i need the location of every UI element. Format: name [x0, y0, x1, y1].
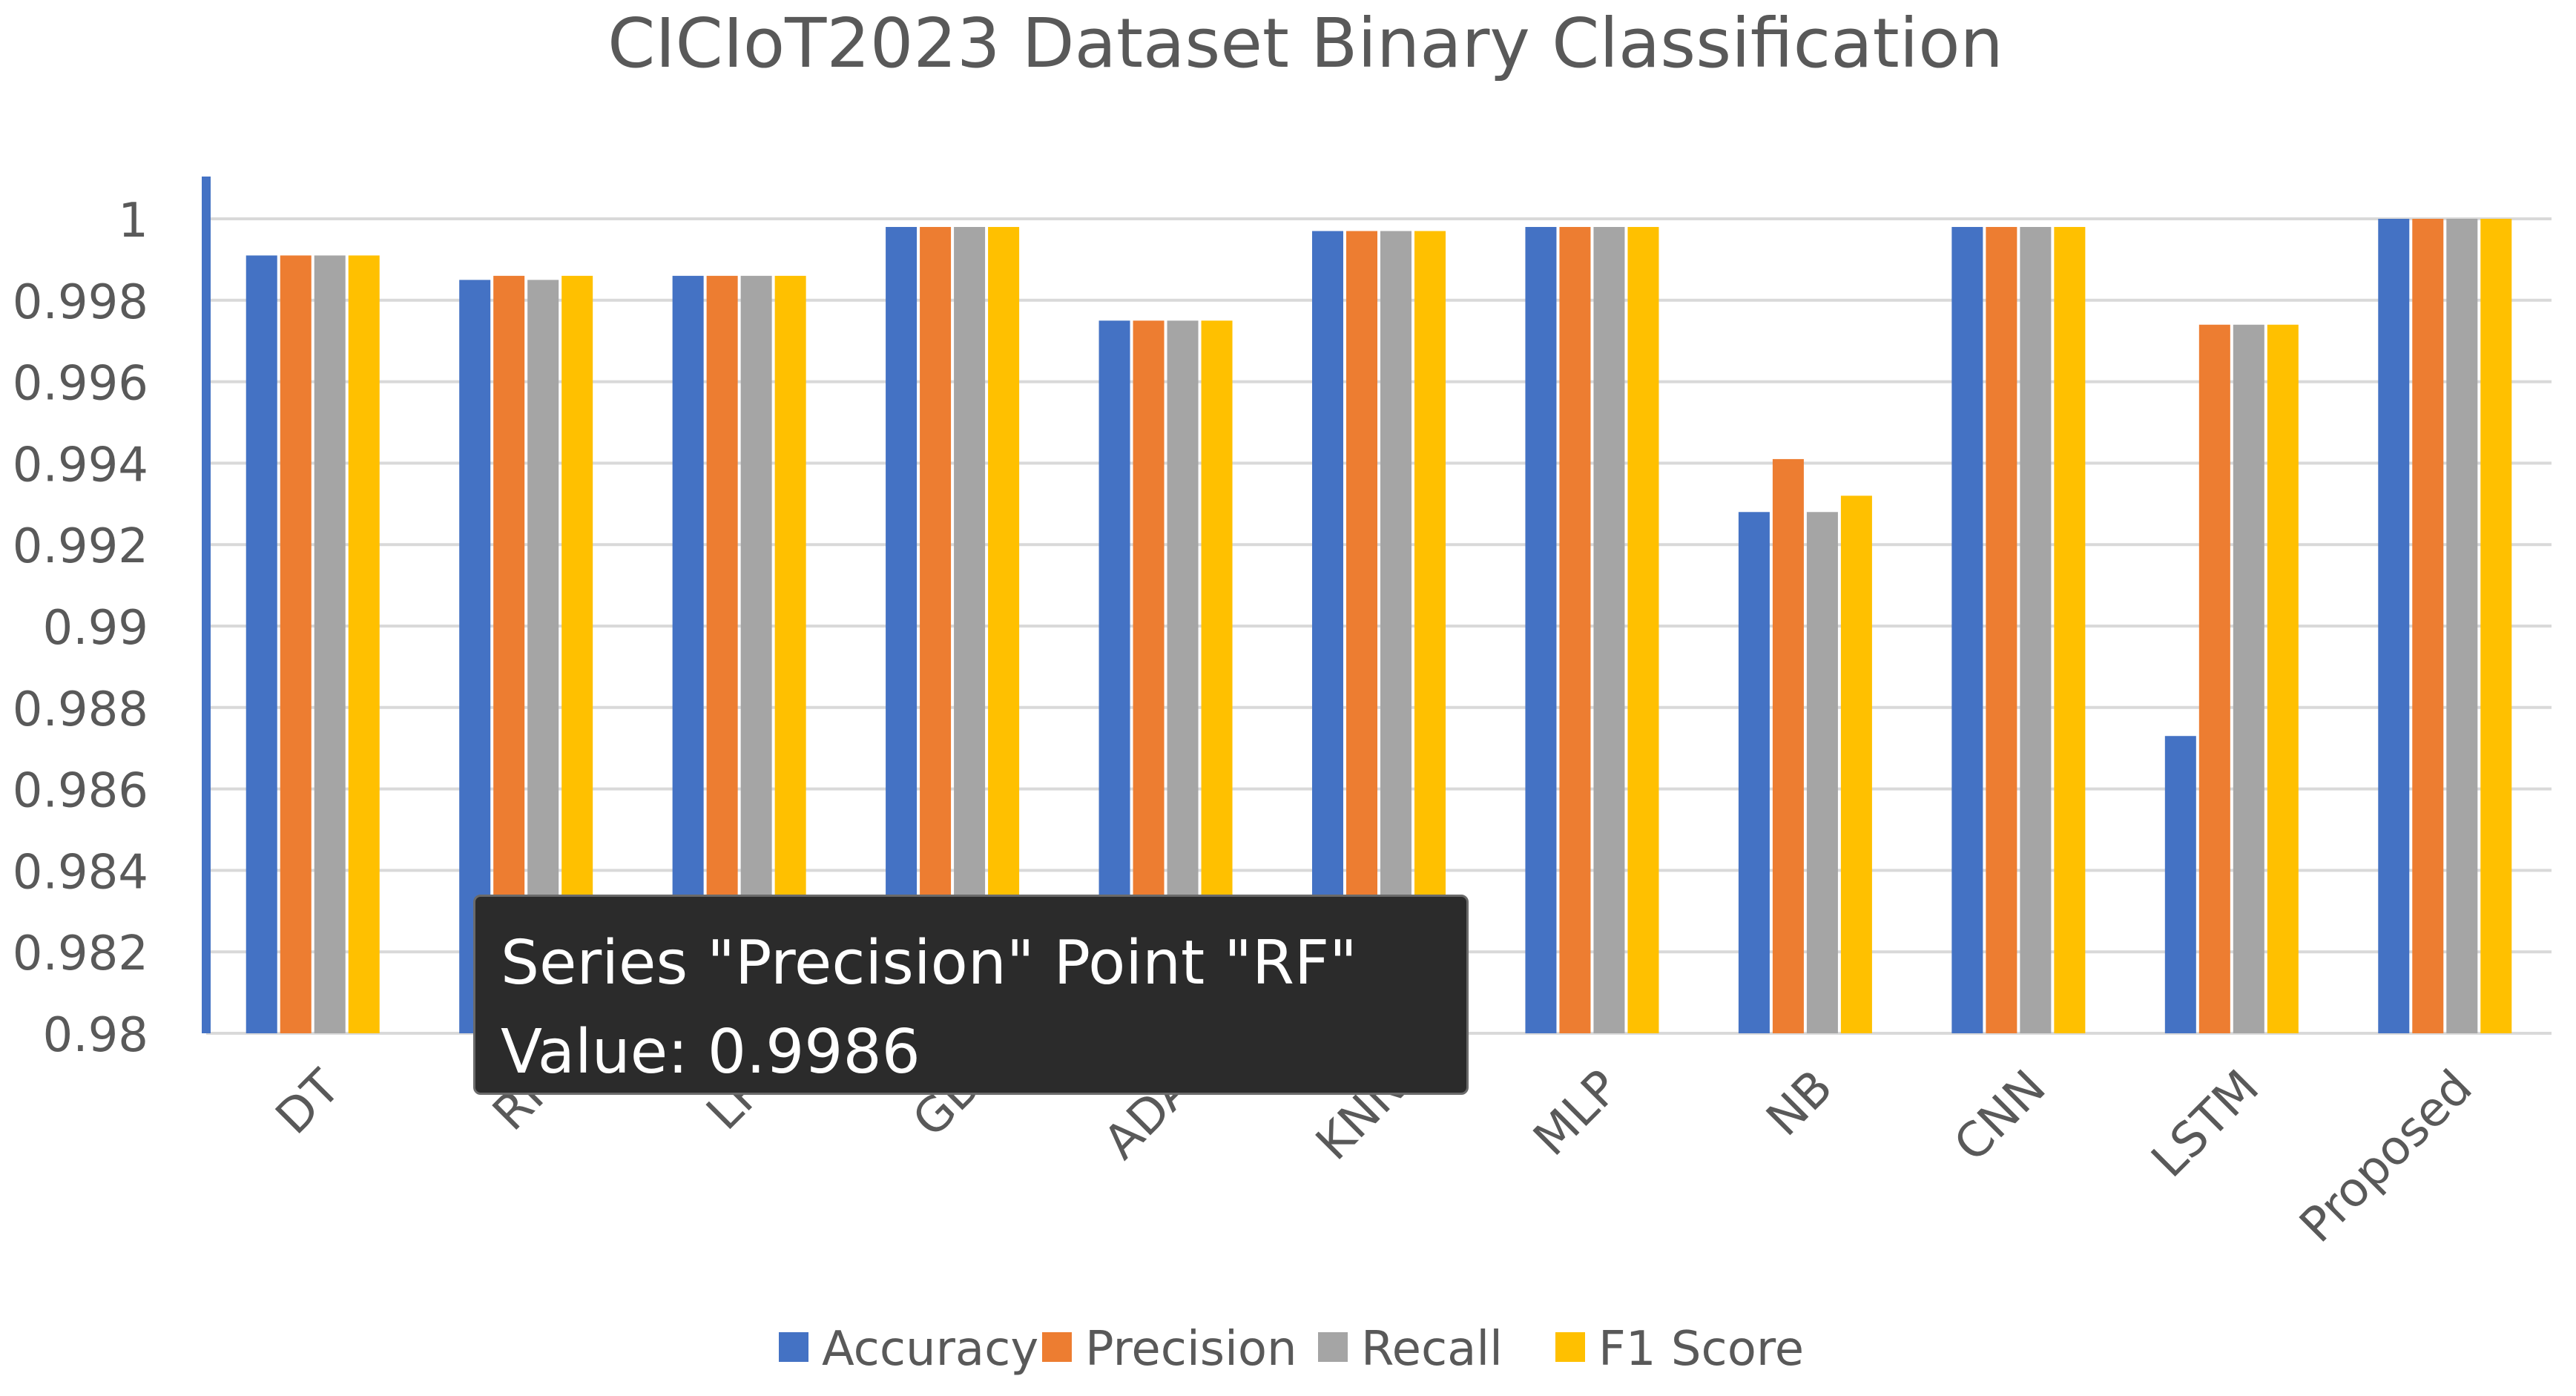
- bar[interactable]: [2378, 219, 2410, 1033]
- bar[interactable]: [2164, 736, 2196, 1033]
- legend-label: F1 Score: [1598, 1322, 1804, 1377]
- x-tick-label: DT: [266, 1059, 351, 1145]
- x-tick-label: NB: [1756, 1060, 1843, 1147]
- y-tick-label: 0.992: [13, 519, 148, 574]
- y-tick-label: 0.98: [43, 1008, 149, 1063]
- bar[interactable]: [1627, 226, 1659, 1034]
- bar[interactable]: [2446, 219, 2478, 1033]
- bar[interactable]: [2198, 324, 2230, 1033]
- bar[interactable]: [2054, 226, 2086, 1034]
- bar[interactable]: [2267, 324, 2299, 1033]
- bar[interactable]: [1559, 226, 1591, 1034]
- legend-label: Precision: [1085, 1322, 1297, 1377]
- y-tick-label: 0.99: [43, 601, 149, 656]
- bar[interactable]: [246, 255, 277, 1033]
- bar[interactable]: [2412, 219, 2444, 1033]
- legend-label: Accuracy: [822, 1322, 1038, 1377]
- bar[interactable]: [1840, 495, 1872, 1033]
- y-tick-label: 0.994: [13, 438, 148, 493]
- y-tick-label: 1: [118, 194, 148, 248]
- bar[interactable]: [1951, 226, 1983, 1034]
- legend-swatch: [779, 1332, 808, 1362]
- bar[interactable]: [314, 255, 346, 1033]
- y-tick-label: 0.998: [13, 275, 148, 330]
- legend: Accuracy Precision Recall F1 Score: [779, 1322, 1804, 1377]
- chart-title: CICIoT2023 Dataset Binary Classification: [607, 4, 2003, 83]
- bar[interactable]: [1593, 226, 1625, 1034]
- tooltip-value-line: Value: 0.9986: [501, 1017, 920, 1087]
- x-tick-label: Proposed: [2290, 1060, 2483, 1254]
- bar[interactable]: [2233, 324, 2264, 1033]
- legend-swatch: [1318, 1332, 1348, 1362]
- bar[interactable]: [1525, 226, 1557, 1034]
- legend-swatch: [1555, 1332, 1585, 1362]
- y-tick-label: 0.996: [13, 357, 148, 412]
- bar[interactable]: [280, 255, 312, 1033]
- y-axis-ticks: 0.98 0.982 0.984 0.986 0.988 0.99 0.992 0.994 0.…: [13, 194, 148, 1063]
- bar[interactable]: [2480, 219, 2512, 1033]
- y-tick-label: 0.984: [13, 845, 148, 900]
- bar[interactable]: [1806, 512, 1838, 1033]
- y-tick-label: 0.988: [13, 682, 148, 737]
- x-tick-label: CNN: [1944, 1060, 2057, 1173]
- tooltip: Series "Precision" Point "RF" Value: 0.9…: [473, 895, 1469, 1095]
- bar[interactable]: [1738, 512, 1770, 1033]
- tooltip-series-line: Series "Precision" Point "RF": [501, 928, 1357, 998]
- legend-swatch: [1042, 1332, 1072, 1362]
- bar[interactable]: [1986, 226, 2017, 1034]
- bar[interactable]: [1772, 458, 1804, 1033]
- bar[interactable]: [2020, 226, 2052, 1034]
- y-tick-label: 0.982: [13, 926, 148, 981]
- bar[interactable]: [348, 255, 380, 1033]
- y-tick-label: 0.986: [13, 764, 148, 819]
- x-tick-label: MLP: [1523, 1060, 1630, 1167]
- x-tick-label: LSTM: [2141, 1060, 2270, 1188]
- legend-label: Recall: [1361, 1322, 1503, 1377]
